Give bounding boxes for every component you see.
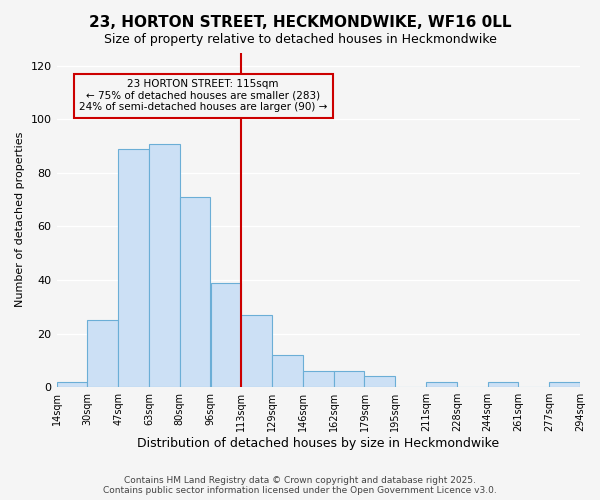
Bar [426, 382, 457, 387]
X-axis label: Distribution of detached houses by size in Heckmondwike: Distribution of detached houses by size … [137, 437, 499, 450]
Text: Contains HM Land Registry data © Crown copyright and database right 2025.
Contai: Contains HM Land Registry data © Crown c… [103, 476, 497, 495]
Bar [303, 371, 334, 387]
Bar [241, 315, 272, 387]
Bar [488, 382, 518, 387]
Bar [88, 320, 118, 387]
Y-axis label: Number of detached properties: Number of detached properties [15, 132, 25, 308]
Bar [272, 355, 303, 387]
Text: 23 HORTON STREET: 115sqm
← 75% of detached houses are smaller (283)
24% of semi-: 23 HORTON STREET: 115sqm ← 75% of detach… [79, 80, 327, 112]
Text: Size of property relative to detached houses in Heckmondwike: Size of property relative to detached ho… [104, 32, 496, 46]
Bar [364, 376, 395, 387]
Bar [180, 197, 211, 387]
Bar [549, 382, 580, 387]
Bar [334, 371, 364, 387]
Text: 23, HORTON STREET, HECKMONDWIKE, WF16 0LL: 23, HORTON STREET, HECKMONDWIKE, WF16 0L… [89, 15, 511, 30]
Bar [211, 282, 241, 387]
Bar [149, 144, 180, 387]
Bar [56, 382, 88, 387]
Bar [118, 149, 149, 387]
